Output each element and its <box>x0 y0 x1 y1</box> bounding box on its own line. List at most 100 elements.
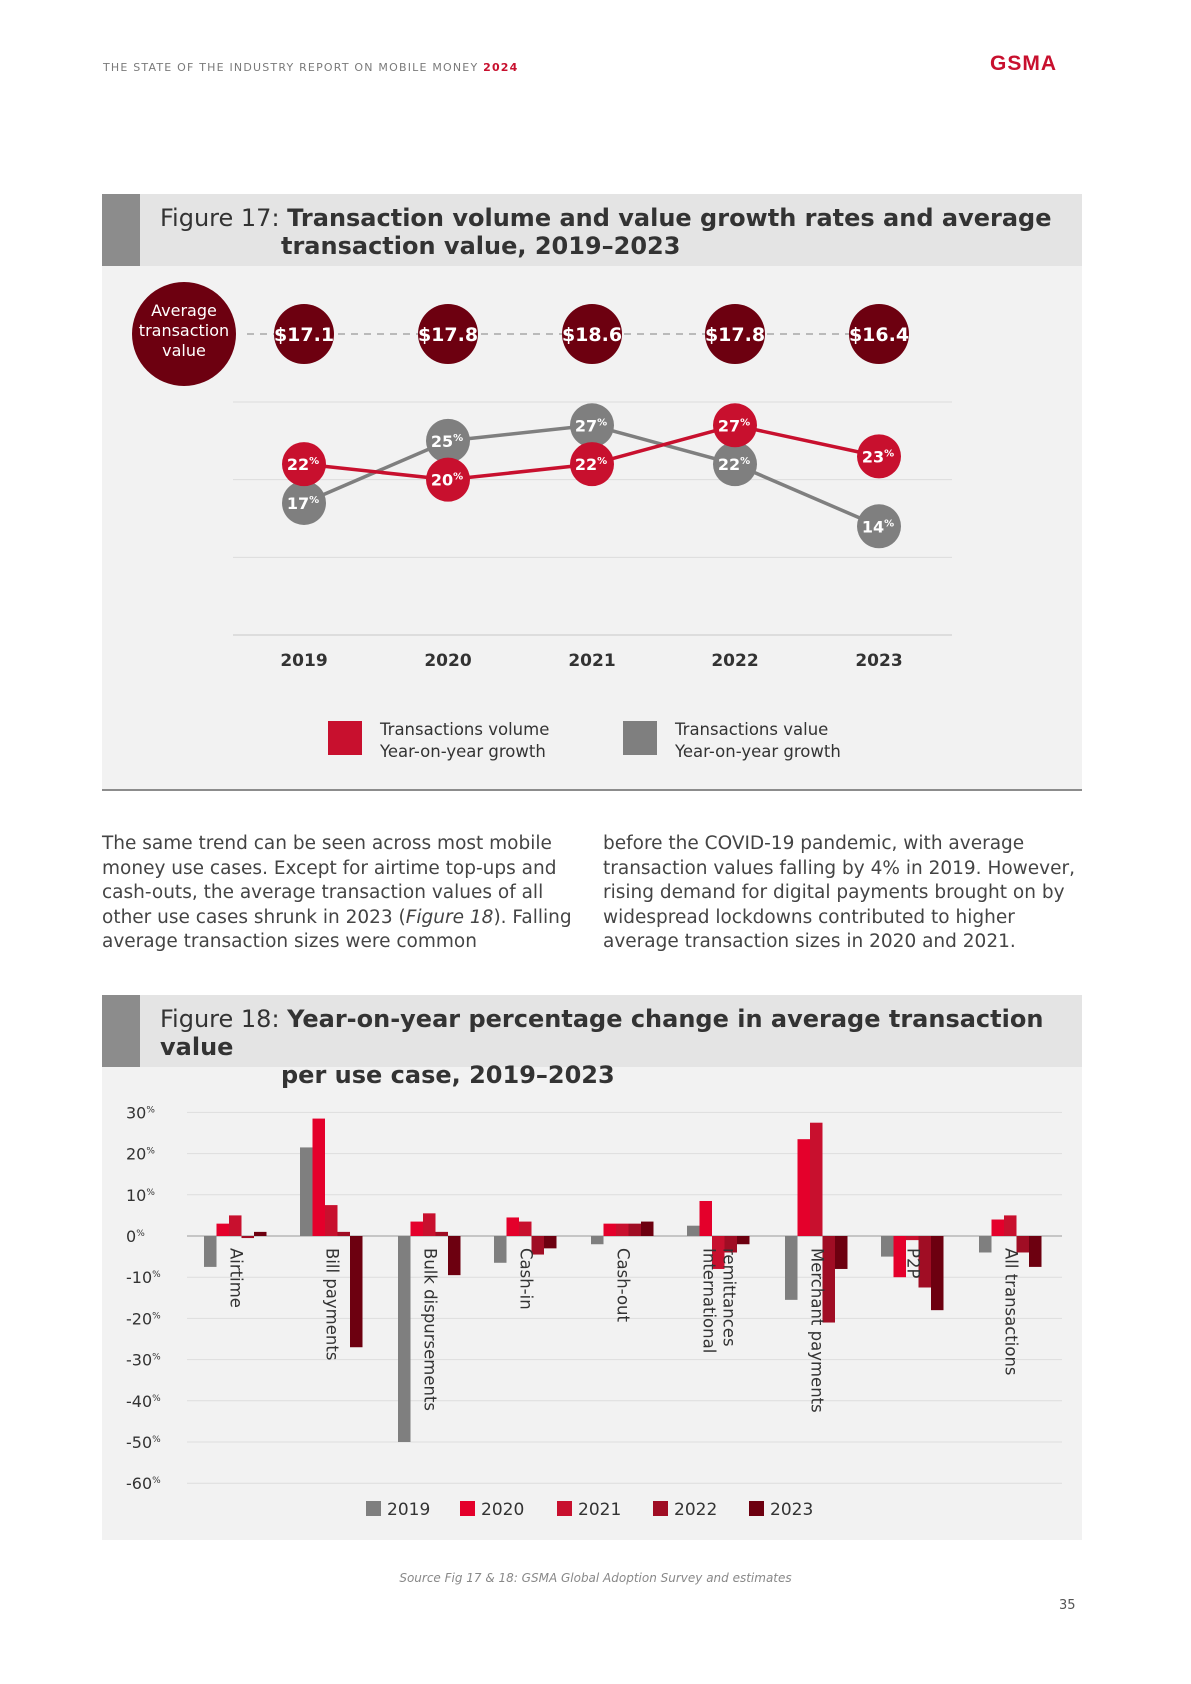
category-label-line: International <box>700 1248 719 1353</box>
figure-18-label: Figure 18: <box>160 1005 280 1033</box>
x-tick-label: 2020 <box>424 651 471 671</box>
legend-swatch-volume <box>328 721 362 755</box>
legend-label-2021: 2021 <box>578 1500 621 1520</box>
bar-2022 <box>337 1231 350 1236</box>
category-label: Merchant payments <box>808 1248 827 1413</box>
y-tick-label: 0% <box>126 1227 145 1246</box>
point-marker <box>857 504 901 549</box>
volume-growth-point: 22% <box>570 442 614 487</box>
bar-2020 <box>893 1236 906 1278</box>
figure-18-title-line2: per use case, 2019–2023 <box>281 1061 615 1089</box>
point-marker <box>857 434 901 479</box>
bar-2022 <box>1016 1236 1029 1253</box>
figure-18-title-bar <box>102 995 1082 1067</box>
x-tick-label: 2021 <box>568 651 615 671</box>
figure-17-label: Figure 17: <box>160 204 280 232</box>
figure-17-bottom-rule <box>102 789 1082 791</box>
bar-2019 <box>300 1147 313 1236</box>
bar-2022 <box>241 1236 254 1239</box>
page-number: 35 <box>1059 1598 1076 1613</box>
legend-label-volume: Year-on-year growth <box>379 742 546 761</box>
bar-2020 <box>991 1219 1004 1236</box>
legend-swatch-2023 <box>749 1501 764 1516</box>
figure-18-title: Figure 18: Year-on-year percentage chang… <box>160 1005 1082 1089</box>
x-tick-label: 2023 <box>855 651 902 671</box>
bar-2022 <box>531 1236 544 1255</box>
bar-2020 <box>506 1217 519 1236</box>
bar-2020 <box>216 1223 229 1236</box>
source-note: Source Fig 17 & 18: GSMA Global Adoption… <box>399 1571 792 1585</box>
figure-17-title-line1: Transaction volume and value growth rate… <box>287 204 1052 232</box>
category-label: P2P <box>904 1248 923 1278</box>
bar-2023 <box>544 1236 557 1249</box>
y-tick-label: 20% <box>126 1145 155 1164</box>
category-label-line: Airtime <box>227 1248 246 1308</box>
avg-transaction-value-label-line: transaction <box>139 321 229 340</box>
bar-2022 <box>435 1231 448 1236</box>
figure-17-title: Figure 17: Transaction volume and value … <box>160 204 1051 260</box>
bar-2019 <box>494 1236 507 1263</box>
bar-2019 <box>204 1236 217 1267</box>
category-label-line: All transactions <box>1002 1248 1021 1376</box>
figure-17-title-bar <box>102 194 1082 266</box>
value-growth-point: 14% <box>857 504 901 549</box>
x-tick-label: 2022 <box>711 651 758 671</box>
bar-2021 <box>616 1223 629 1236</box>
volume-growth-point: 27% <box>713 403 757 448</box>
category-label: All transactions <box>1002 1248 1021 1376</box>
bar-2021 <box>1004 1215 1017 1236</box>
value-growth-point: 17% <box>282 480 326 525</box>
point-marker <box>570 403 614 448</box>
bar-2021 <box>810 1122 823 1236</box>
category-label-line: remittances <box>720 1248 739 1347</box>
bar-2021 <box>712 1236 725 1269</box>
report-year: 2024 <box>483 61 519 74</box>
legend-swatch-2020 <box>460 1501 475 1516</box>
y-tick-label: -40% <box>126 1392 161 1411</box>
bar-2020 <box>603 1223 616 1236</box>
category-label-line: Bill payments <box>323 1248 342 1360</box>
legend-label-volume: Transactions volume <box>379 720 549 739</box>
bar-2023 <box>931 1236 944 1311</box>
bar-2021 <box>519 1221 532 1236</box>
avg-value-circle <box>274 304 334 364</box>
bar-2021 <box>423 1213 436 1236</box>
body-text-col1: The same trend can be seen across most m… <box>102 832 592 955</box>
point-marker <box>713 403 757 448</box>
legend-swatch-2019 <box>366 1501 381 1516</box>
bar-2023 <box>1029 1236 1042 1267</box>
avg-transaction-value-label-line: Average <box>151 301 217 320</box>
figure-18: Figure 18: Year-on-year percentage chang… <box>102 995 1082 1540</box>
point-marker <box>282 442 326 487</box>
avg-value-circle <box>418 304 478 364</box>
avg-transaction-value-label-circle <box>132 282 236 386</box>
y-tick-label: -10% <box>126 1268 161 1287</box>
category-label-line: Merchant payments <box>808 1248 827 1413</box>
legend-label-value: Year-on-year growth <box>674 742 841 761</box>
category-label: Bulk dispursements <box>421 1248 440 1411</box>
figure-17: Figure 17: Transaction volume and value … <box>102 194 1082 790</box>
bar-2022 <box>918 1236 931 1288</box>
body-text-col1-b: ). Falling average transaction sizes wer… <box>102 906 572 953</box>
value-growth-point: 25% <box>426 418 470 463</box>
bar-2021 <box>229 1215 242 1236</box>
bar-2019 <box>881 1236 894 1257</box>
figure-18-title-line1: Year-on-year percentage change in averag… <box>160 1005 1044 1061</box>
legend-swatch-2021 <box>557 1501 572 1516</box>
avg-value-circle <box>849 304 909 364</box>
point-marker <box>426 457 470 502</box>
legend-swatch-value <box>623 721 657 755</box>
bar-2023 <box>641 1221 654 1236</box>
category-label-line: Bulk dispursements <box>421 1248 440 1411</box>
report-header: THE STATE OF THE INDUSTRY REPORT ON MOBI… <box>103 61 519 74</box>
legend-label-2020: 2020 <box>481 1500 524 1520</box>
legend-label-2022: 2022 <box>674 1500 717 1520</box>
bar-2020 <box>797 1139 810 1236</box>
bar-2022 <box>628 1223 641 1236</box>
volume-growth-point: 20% <box>426 457 470 502</box>
volume-growth-point: 22% <box>282 442 326 487</box>
category-label: Cash-in <box>517 1248 536 1310</box>
body-text-col1-a: The same trend can be seen across most m… <box>102 833 557 928</box>
bar-2020 <box>312 1118 325 1236</box>
